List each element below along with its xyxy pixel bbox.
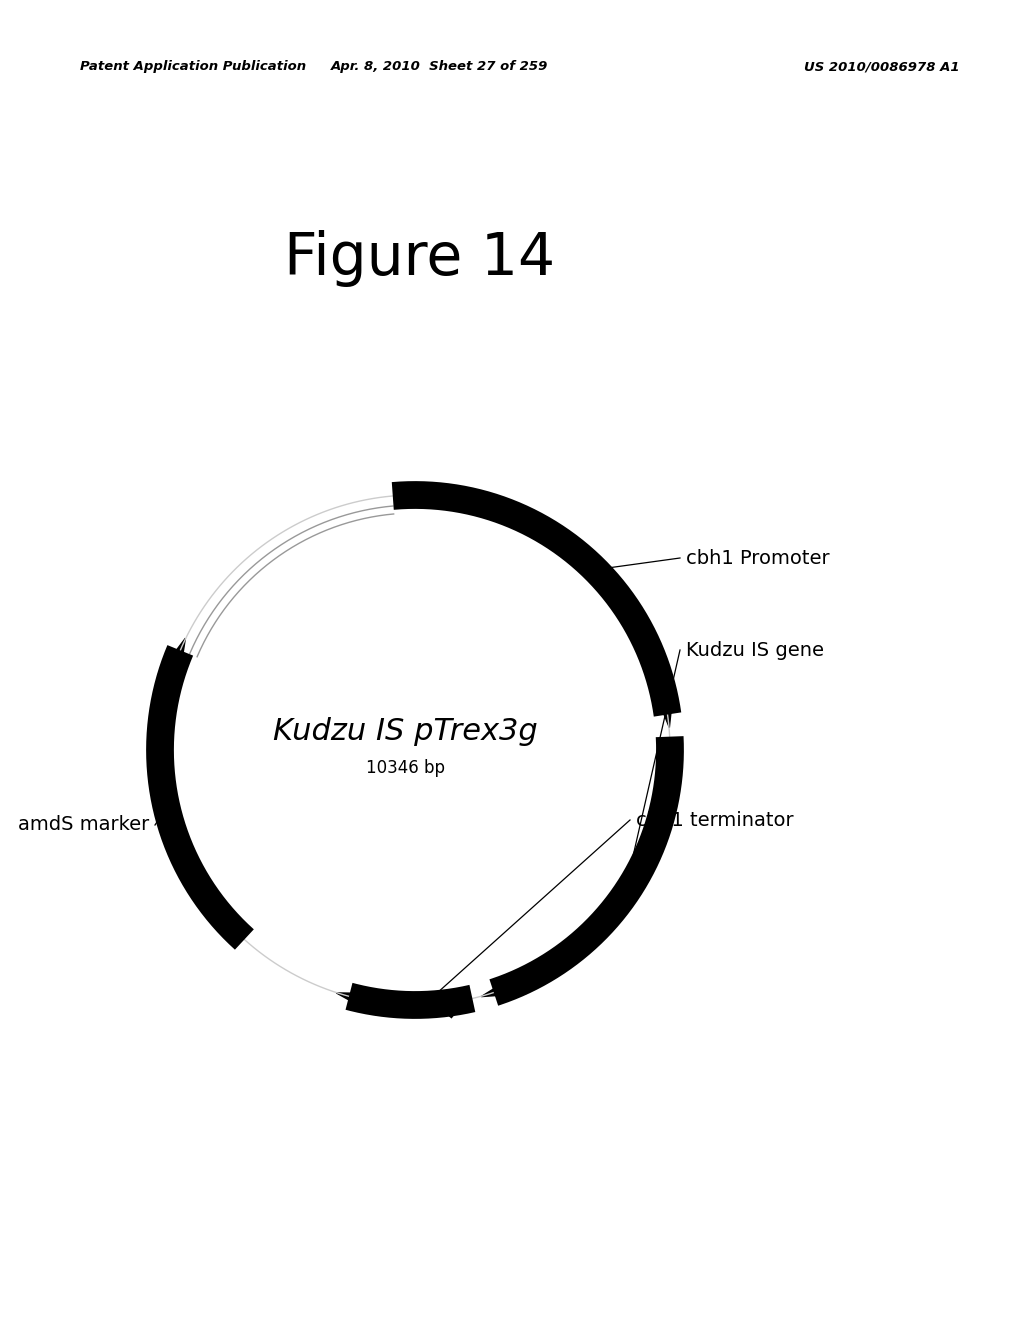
Text: cbh1 terminator: cbh1 terminator [636, 810, 794, 829]
Text: Apr. 8, 2010  Sheet 27 of 259: Apr. 8, 2010 Sheet 27 of 259 [332, 59, 549, 73]
Polygon shape [481, 973, 526, 997]
Text: Kudzu IS pTrex3g: Kudzu IS pTrex3g [272, 718, 538, 747]
Text: amdS marker: amdS marker [17, 816, 150, 834]
Text: Kudzu IS gene: Kudzu IS gene [686, 640, 824, 660]
Text: Patent Application Publication: Patent Application Publication [80, 59, 306, 73]
Text: Figure 14: Figure 14 [285, 230, 556, 286]
Text: 10346 bp: 10346 bp [366, 759, 444, 777]
Polygon shape [158, 638, 185, 682]
Polygon shape [336, 993, 382, 1015]
Text: cbh1 Promoter: cbh1 Promoter [686, 549, 829, 568]
Polygon shape [652, 682, 674, 727]
Text: US 2010/0086978 A1: US 2010/0086978 A1 [805, 59, 961, 73]
